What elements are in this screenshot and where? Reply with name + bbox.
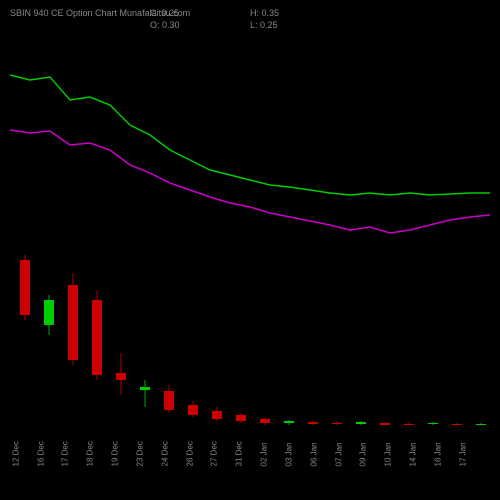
close-stat: C: 0.25 [150, 8, 230, 18]
x-axis-label: 17 Jan [458, 459, 500, 467]
high-stat: H: 0.35 [250, 8, 330, 18]
price-chart [10, 35, 490, 430]
open-stat: O: 0.30 [150, 20, 230, 30]
x-axis: 11 Dec12 Dec16 Dec17 Dec18 Dec19 Dec23 D… [10, 435, 490, 490]
low-stat: L: 0.25 [250, 20, 330, 30]
ohlc-panel: C: 0.25 H: 0.35 O: 0.30 L: 0.25 [150, 8, 330, 30]
